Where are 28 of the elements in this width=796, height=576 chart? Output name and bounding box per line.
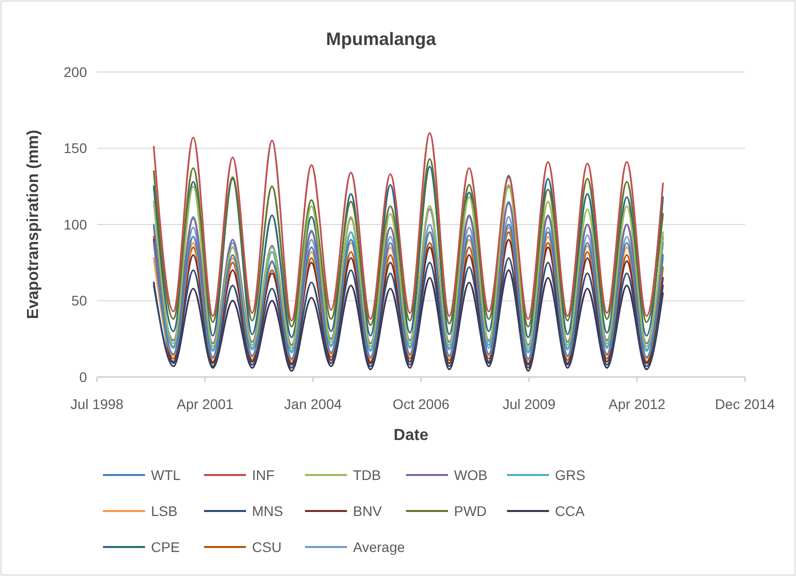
legend-label: CPE (151, 538, 180, 555)
y-tick-label: 200 (64, 64, 88, 80)
legend-label: BNV (353, 502, 382, 519)
legend-label: PWD (454, 502, 487, 519)
y-axis-title: Evapotranspiration (mm) (25, 130, 42, 320)
y-tick-label: 0 (79, 368, 88, 385)
legend-label: Average (353, 538, 406, 555)
y-tick-label: 50 (71, 292, 88, 309)
chart-title: Mpumalanga (326, 29, 437, 49)
x-tick-label: Dec 2014 (715, 396, 776, 412)
legend-label: WTL (151, 466, 181, 483)
legend-label: LSB (151, 502, 178, 519)
legend-label: WOB (454, 466, 488, 483)
x-tick-label: Apr 2012 (608, 396, 666, 412)
x-tick-label: Jan 2004 (284, 396, 342, 412)
x-axis-title: Date (394, 427, 428, 444)
legend-label: TDB (353, 466, 381, 483)
y-tick-label: 150 (64, 140, 88, 156)
legend-label: GRS (555, 466, 586, 483)
legend-label: MNS (252, 502, 284, 519)
legend-label: CSU (252, 538, 282, 555)
y-tick-label: 100 (64, 216, 88, 232)
x-tick-label: Oct 2006 (392, 396, 450, 412)
legend-label: INF (252, 466, 275, 483)
x-tick-label: Apr 2001 (176, 396, 234, 412)
x-tick-label: Jul 1998 (70, 396, 124, 412)
x-tick-label: Jul 2009 (502, 396, 556, 412)
legend-label: CCA (555, 502, 586, 519)
